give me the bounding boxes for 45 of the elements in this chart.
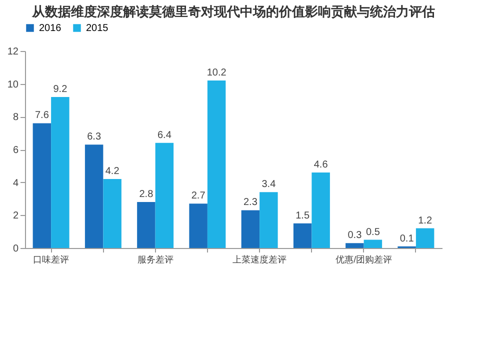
x-tick-label: 服务差评 bbox=[137, 254, 174, 264]
data-label: 6.3 bbox=[87, 132, 102, 143]
bar bbox=[346, 243, 364, 248]
bar bbox=[84, 144, 104, 248]
bar bbox=[293, 223, 312, 248]
data-label: 4.2 bbox=[105, 166, 120, 178]
data-label: 0.3 bbox=[348, 230, 362, 242]
data-label: 7.6 bbox=[34, 110, 50, 122]
bar bbox=[155, 142, 174, 248]
bar bbox=[137, 202, 156, 248]
y-tick-label: 2 bbox=[12, 210, 19, 222]
data-label: 3.4 bbox=[262, 179, 276, 190]
y-tick-label: 10 bbox=[7, 79, 19, 90]
bar bbox=[189, 204, 208, 248]
bar bbox=[416, 228, 434, 248]
data-label: 9.2 bbox=[53, 84, 68, 95]
legend-label: 2015 bbox=[86, 23, 109, 34]
data-label: 2.3 bbox=[243, 197, 258, 208]
y-tick-label: 0 bbox=[12, 244, 19, 254]
bar bbox=[364, 240, 382, 248]
y-tick-label: 6 bbox=[12, 145, 19, 156]
bar bbox=[103, 179, 122, 248]
x-tick-label: 优惠/团购差评 bbox=[336, 254, 392, 264]
bar bbox=[207, 80, 226, 248]
data-label: 2.8 bbox=[139, 189, 154, 200]
data-label: 2.7 bbox=[191, 190, 206, 202]
x-tick-label: 上菜速度差评 bbox=[232, 254, 287, 264]
bar bbox=[260, 192, 278, 248]
data-label: 10.2 bbox=[206, 68, 227, 79]
data-label: 0.5 bbox=[366, 226, 380, 238]
data-label: 1.2 bbox=[418, 215, 432, 226]
y-tick-label: 8 bbox=[12, 112, 19, 124]
legend-label: 2016 bbox=[39, 23, 62, 34]
data-label: 0.1 bbox=[400, 233, 414, 244]
data-label: 1.5 bbox=[296, 210, 310, 222]
bar bbox=[51, 96, 70, 248]
bar bbox=[32, 123, 52, 248]
bar bbox=[312, 172, 330, 248]
bar bbox=[241, 210, 260, 248]
data-label: 4.6 bbox=[314, 159, 328, 170]
data-label: 6.4 bbox=[157, 130, 172, 141]
x-tick-label: 口味差评 bbox=[33, 254, 70, 264]
chart-title: 从数据维度深度解读莫德里奇对现代中场的价值影响贡献与统治力评估 bbox=[31, 4, 435, 19]
y-tick-label: 4 bbox=[12, 178, 19, 189]
y-tick-label: 12 bbox=[7, 46, 19, 58]
